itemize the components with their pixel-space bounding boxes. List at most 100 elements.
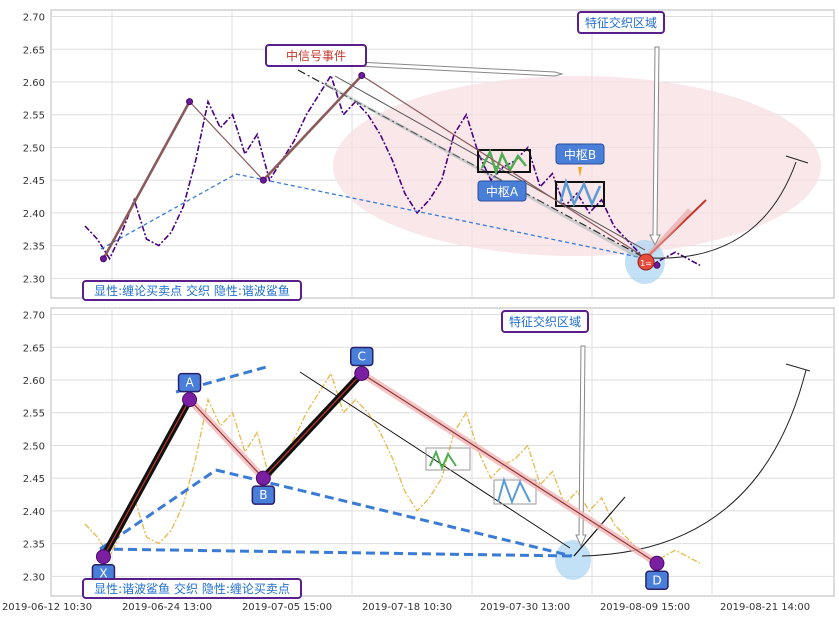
top-zone-label: 特征交织区域 (585, 15, 657, 30)
price-series-line (84, 371, 701, 565)
chan-point-marker (354, 365, 370, 381)
x-tick-label: 2019-08-21 14:00 (720, 602, 810, 613)
bottom-center-b-box (493, 479, 537, 505)
top-bi-lines (102, 74, 658, 266)
chan-point-marker (186, 98, 194, 106)
bottom-dashed-xb (99, 468, 217, 551)
y-tick-label: 2.35 (23, 242, 45, 253)
chan-point-marker (358, 71, 366, 79)
y-tick-labels: 2.70 2.65 2.60 2.55 2.50 2.45 2.40 2.35 2.30 2.70… (23, 13, 45, 584)
bi-line (189, 101, 264, 181)
top-center-b-box (555, 181, 605, 207)
top-dashed-start (100, 173, 237, 250)
center-b-badge (555, 143, 605, 165)
chan-point-marker (649, 555, 665, 571)
bottom-center-a-box (425, 447, 471, 471)
chan-point-marker (259, 176, 267, 184)
bottom-point-glow (555, 540, 591, 580)
top-red-leg-2 (644, 208, 692, 260)
bottom-zone-label: 特征交织区域 (509, 314, 581, 329)
price-series-line (84, 73, 701, 267)
top-center-b-pointer (578, 167, 582, 177)
bi-line (361, 372, 658, 564)
y-tick-label: 2.60 (23, 376, 45, 387)
top-center-a-box (477, 149, 531, 173)
bottom-panel-frame (50, 307, 835, 597)
chan-point-label: A (185, 376, 194, 390)
top-center-b-wave (558, 177, 602, 208)
top-legend-box (82, 280, 302, 301)
top-legend-text: 显性:缠论买卖点 交织 隐性:谐波鲨鱼 (94, 283, 290, 298)
x-tick-label: 2019-07-18 10:30 (362, 602, 452, 613)
x-tick-label: 2019-06-24 13:00 (122, 602, 212, 613)
bottom-arrow-down (575, 345, 587, 548)
chan-point-badge (251, 485, 276, 505)
chan-point-marker (99, 255, 107, 263)
top-chan-points (99, 71, 661, 269)
chan-point-marker (182, 392, 198, 408)
y-tick-label: 2.30 (23, 572, 45, 583)
top-structure (100, 46, 809, 260)
top-arrow-down (649, 46, 661, 247)
bottom-structure (99, 345, 811, 558)
y-tick-label: 2.35 (23, 540, 45, 551)
y-tick-label: 2.45 (23, 474, 45, 485)
bottom-labels: 特征交织区域 显性:谐波鲨鱼 交织 隐性:缠论买卖点 (82, 310, 589, 599)
y-tick-label: 2.45 (23, 176, 45, 187)
bi-line (361, 74, 658, 266)
x-tick-label: 2019-07-30 13:00 (480, 602, 570, 613)
y-tick-label: 2.30 (23, 274, 45, 285)
bi-line (189, 399, 264, 479)
top-zone-ellipse (333, 76, 821, 256)
bottom-legend-box (82, 578, 302, 599)
center-b-label: 中枢B (564, 147, 596, 162)
chan-point-marker (95, 549, 111, 565)
y-tick-label: 2.65 (23, 45, 45, 56)
y-tick-label: 2.55 (23, 409, 45, 420)
bottom-chan-points: X A B C D (91, 346, 669, 591)
bottom-zone-label-box (501, 310, 589, 333)
y-tick-label: 2.50 (23, 441, 45, 452)
chan-point-label: B (259, 488, 267, 502)
top-point-marker (637, 253, 655, 271)
chan-point-marker (255, 470, 271, 486)
chan-point-badge (645, 570, 669, 591)
top-curve (651, 161, 797, 259)
bi-line (102, 399, 191, 558)
y-tick-label: 2.65 (23, 343, 45, 354)
bottom-bi-lines (100, 370, 659, 567)
top-series-group (84, 73, 701, 267)
top-point-marker-label: 1= (640, 259, 652, 268)
x-tick-label: 2019-06-12 10:30 (2, 602, 92, 613)
top-dashdot-line (297, 69, 646, 259)
top-dashed-trend (235, 173, 644, 259)
bottom-dashed-xd (99, 547, 573, 558)
y-tick-label: 2.70 (23, 13, 45, 24)
bottom-series-group (84, 371, 701, 565)
chan-point-marker (653, 261, 661, 269)
bottom-center-a-wave (429, 449, 457, 471)
y-tick-label: 2.60 (23, 78, 45, 89)
chan-point-badge (350, 346, 374, 367)
x-tick-labels: 2019-06-12 10:30 2019-06-24 13:00 2019-07-… (2, 602, 810, 613)
top-curve-cap (785, 155, 809, 164)
bi-line (262, 373, 363, 479)
bottom-curve-cap (785, 363, 811, 372)
y-tick-label: 2.55 (23, 111, 45, 122)
bottom-center-b-wave (497, 476, 531, 505)
chan-point-label: D (652, 573, 661, 587)
chan-point-label: C (358, 349, 366, 363)
y-tick-label: 2.40 (23, 209, 45, 220)
top-center-a-wave (480, 148, 527, 177)
chan-point-label: X (99, 567, 107, 581)
y-tick-label: 2.50 (23, 143, 45, 154)
top-channel-upper (334, 75, 646, 251)
bottom-curve (581, 369, 807, 557)
signal-label: 中信号事件 (286, 48, 346, 63)
chan-point-badge (177, 372, 202, 393)
bottom-leg-2 (573, 511, 613, 557)
bottom-legend-text: 显性:谐波鲨鱼 交织 隐性:缠论买卖点 (94, 581, 290, 596)
x-tick-label: 2019-08-09 15:00 (600, 602, 690, 613)
